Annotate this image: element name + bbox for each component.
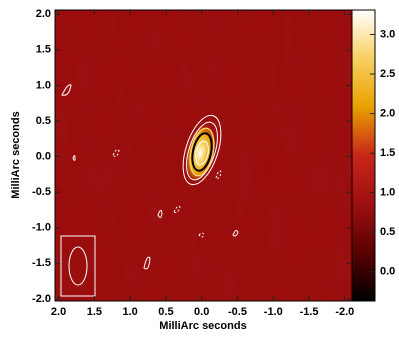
colorbar-tick-label: 1.5 [380,147,395,159]
y-tick-label: -2.0 [32,293,51,305]
y-tick-label: 1.0 [36,79,51,91]
colorbar-tick-label: 2.5 [380,68,395,80]
colorbar [351,9,376,302]
plot-area [55,10,352,301]
x-tick-label: 2.0 [51,306,66,318]
y-axis-label: MilliArc seconds [10,111,22,198]
contours [61,84,239,270]
y-tick-label: 2.0 [36,8,51,20]
colorbar-tick-label: 3.0 [380,28,395,40]
core-contours [189,127,215,177]
y-tick-label: -1.5 [32,257,51,269]
x-tick-label: 1.0 [122,306,137,318]
y-tick-label: 0.0 [36,150,51,162]
colorbar-tick-label: 2.0 [380,107,395,119]
y-tick-label: 0.5 [36,115,51,127]
x-tick-label: 0.0 [194,306,209,318]
y-tick-label: -1.0 [32,222,51,234]
x-axis-label: MilliArc seconds [159,320,246,332]
colorbar-tick-label: 0.0 [380,266,395,278]
y-tick-label: -0.5 [32,186,51,198]
x-tick-label: -1.5 [300,306,319,318]
x-tick-label: -2.0 [335,306,354,318]
x-tick-label: -1.0 [264,306,283,318]
x-tick-label: -0.5 [228,306,247,318]
y-tick-label: 1.5 [36,44,51,56]
colorbar-tick-label: 1.0 [380,187,395,199]
colorbar-tick-label: 0.5 [380,226,395,238]
x-tick-label: 0.5 [158,306,173,318]
x-tick-label: 1.5 [87,306,102,318]
beam [60,235,96,297]
